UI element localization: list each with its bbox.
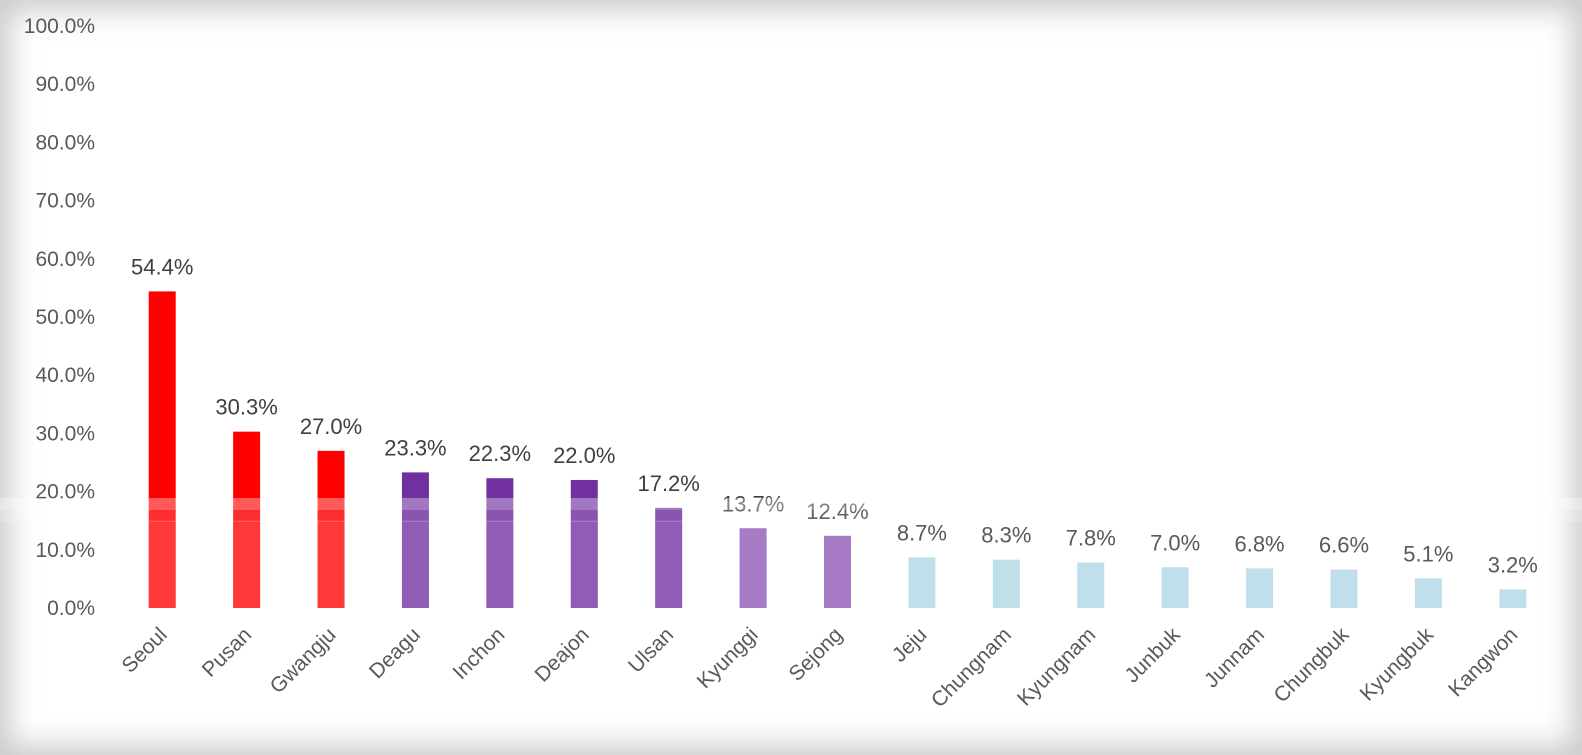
bar-chungbuk — [1330, 569, 1358, 608]
bar-fade-deagu — [401, 520, 429, 608]
data-label-junnam: 6.8% — [1234, 531, 1284, 556]
bar-fade-chungbuk — [1330, 569, 1358, 608]
bar-fade-junbuk — [1161, 567, 1189, 608]
y-tick-label: 20.0% — [35, 481, 95, 504]
data-label-inchon: 22.3% — [469, 441, 531, 466]
bar-fade-kyungnam — [1077, 562, 1105, 608]
y-tick-label: 60.0% — [35, 248, 95, 271]
bar-pusan — [233, 431, 261, 608]
bar-junbuk — [1161, 567, 1189, 608]
overlay-band-lower — [0, 510, 1582, 522]
category-label-junbuk: Junbuk — [1121, 623, 1186, 688]
data-label-seoul: 54.4% — [131, 254, 193, 279]
y-tick-label: 90.0% — [35, 73, 95, 96]
category-label-jeju: Jeju — [888, 623, 932, 667]
data-label-jeju: 8.7% — [897, 520, 947, 545]
bar-fade-seoul — [148, 520, 176, 608]
bar-fade-kangwon — [1499, 589, 1527, 608]
data-label-gwangju: 27.0% — [300, 414, 362, 439]
bars — [148, 291, 1527, 608]
bar-fade-junnam — [1246, 568, 1274, 608]
bar-gwangju — [317, 450, 345, 608]
category-label-ulsan: Ulsan — [624, 623, 678, 677]
bar-chungnam — [992, 559, 1020, 608]
y-tick-label: 100.0% — [24, 15, 95, 38]
category-label-chungnam: Chungnam — [927, 623, 1016, 712]
data-label-ulsan: 17.2% — [637, 471, 699, 496]
bar-fade-ulsan — [655, 520, 683, 608]
category-label-chungbuk: Chungbuk — [1270, 623, 1354, 707]
y-tick-label: 30.0% — [35, 422, 95, 445]
overlay-band — [0, 498, 1582, 510]
category-label-kyunggi: Kyunggi — [693, 623, 763, 693]
category-label-kangwon: Kangwon — [1444, 623, 1522, 701]
bar-fade-jeju — [908, 557, 936, 608]
data-label-pusan: 30.3% — [215, 395, 277, 420]
bar-fade-chungnam — [992, 559, 1020, 608]
y-tick-label: 70.0% — [35, 190, 95, 213]
bar-fade-kyunggi — [739, 528, 767, 608]
bar-fade-pusan — [233, 520, 261, 608]
y-tick-label: 80.0% — [35, 131, 95, 154]
category-label-kyungbuk: Kyungbuk — [1356, 623, 1439, 706]
category-label-pusan: Pusan — [198, 623, 256, 681]
category-label-seoul: Seoul — [117, 623, 171, 677]
bar-inchon — [486, 478, 514, 608]
data-label-deajon: 22.0% — [553, 443, 615, 468]
bar-kyungnam — [1077, 562, 1105, 608]
category-label-inchon: Inchon — [449, 623, 510, 684]
data-label-kyunggi: 13.7% — [722, 491, 784, 516]
bar-fade-kyungbuk — [1414, 578, 1442, 608]
data-labels: 54.4% 30.3% 27.0% 23.3% 22.3% 22.0% 17.2% 13.7%… — [131, 254, 1538, 577]
y-tick-label: 10.0% — [35, 539, 95, 562]
category-label-junnam: Junnam — [1200, 623, 1269, 692]
data-label-kyungbuk: 5.1% — [1403, 541, 1453, 566]
category-label-deagu: Deagu — [365, 623, 425, 683]
data-label-junbuk: 7.0% — [1150, 530, 1200, 555]
data-label-kangwon: 3.2% — [1488, 552, 1538, 577]
bar-deajon — [570, 479, 598, 608]
bar-junnam — [1246, 568, 1274, 608]
bar-kyungbuk — [1414, 578, 1442, 608]
data-label-chungnam: 8.3% — [981, 523, 1031, 548]
data-label-kyungnam: 7.8% — [1066, 526, 1116, 551]
y-tick-label: 0.0% — [47, 597, 95, 620]
bar-jeju — [908, 557, 936, 608]
bar-fade-gwangju — [317, 520, 345, 608]
bar-kangwon — [1499, 589, 1527, 608]
x-axis-category-labels: Seoul Pusan Gwangju Deagu Inchon Deajon Ulsan K… — [117, 623, 1522, 712]
bar-sejong — [824, 535, 851, 608]
bar-fade-sejong — [824, 535, 851, 608]
y-tick-label: 40.0% — [35, 364, 95, 387]
bar-kyunggi — [739, 528, 767, 608]
data-label-sejong: 12.4% — [806, 499, 868, 524]
y-axis-tick-labels: 0.0% 10.0% 20.0% 30.0% 40.0% 50.0% 60.0% 70.0% 8… — [24, 15, 95, 620]
bar-fade-deajon — [570, 520, 598, 608]
y-tick-label: 50.0% — [35, 306, 95, 329]
bar-fade-inchon — [486, 520, 514, 608]
category-label-gwangju: Gwangju — [266, 623, 341, 698]
category-label-sejong: Sejong — [785, 623, 848, 686]
data-label-deagu: 23.3% — [384, 435, 446, 460]
category-label-kyungnam: Kyungnam — [1013, 623, 1100, 710]
bar-seoul — [148, 291, 176, 608]
data-label-chungbuk: 6.6% — [1319, 533, 1369, 558]
category-label-deajon: Deajon — [530, 623, 593, 686]
bar-deagu — [401, 472, 429, 608]
bar-ulsan — [655, 507, 683, 608]
